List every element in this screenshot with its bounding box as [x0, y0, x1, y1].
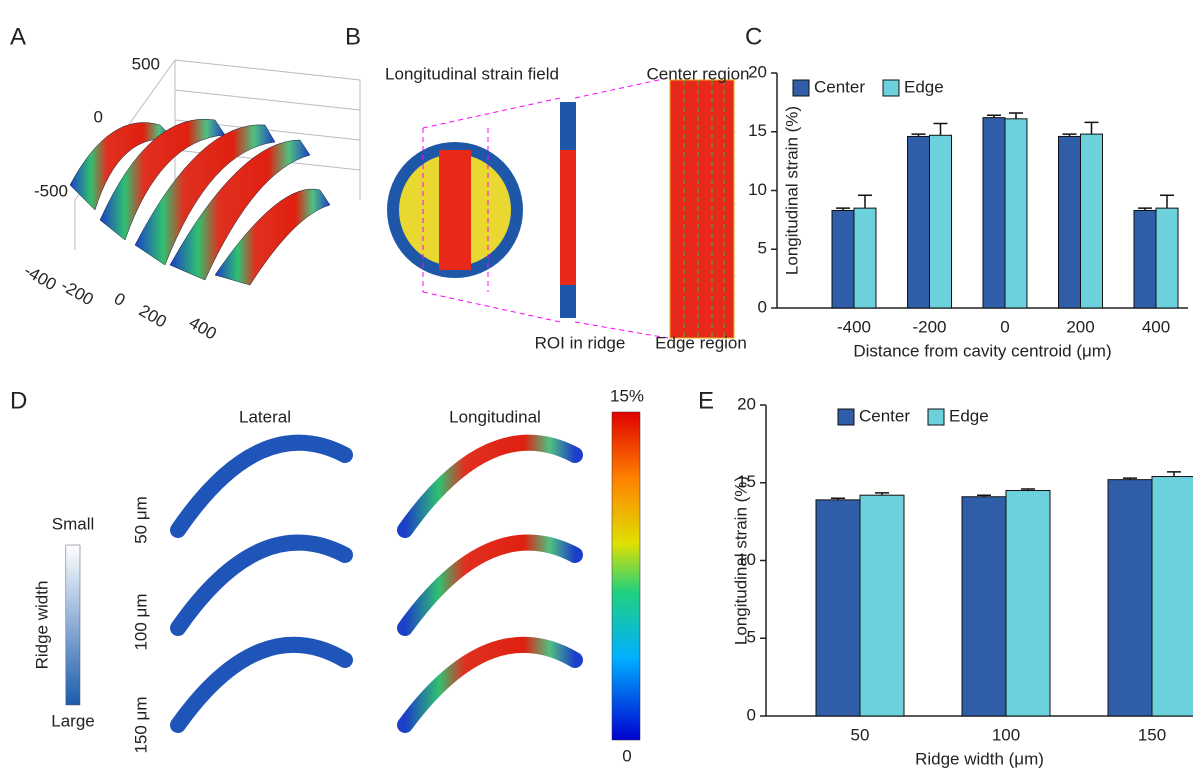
x-tick: -400 — [21, 261, 60, 294]
error-bar — [1138, 207, 1152, 211]
error-bar — [1167, 471, 1181, 477]
y-tick-label: 20 — [737, 394, 756, 413]
panel-label: E — [698, 387, 714, 414]
bar — [853, 207, 877, 309]
error-bar — [1084, 121, 1099, 135]
error-bar — [1009, 112, 1023, 119]
x-tick-label: -200 — [912, 317, 946, 336]
panel-b-art — [387, 77, 735, 339]
error-bar — [1160, 194, 1174, 209]
y-axis-label: Longitudinal strain (%) — [731, 476, 750, 645]
bar — [929, 134, 952, 309]
error-bar — [933, 122, 948, 136]
x-tick-label: 200 — [1066, 317, 1094, 336]
legend-label: Edge — [904, 77, 944, 96]
y-tick-label: 0 — [758, 297, 767, 316]
x-tick-label: 400 — [1142, 317, 1170, 336]
panel-d-art — [65, 411, 641, 741]
bar — [831, 209, 855, 309]
panel-label: D — [10, 387, 27, 414]
panel-label: B — [345, 23, 361, 50]
error-bar — [1062, 133, 1077, 137]
bar — [1004, 118, 1028, 309]
y-tick-label: 5 — [747, 628, 756, 647]
x-tick: 200 — [136, 301, 170, 332]
error-bar — [831, 497, 845, 500]
d-ridge-width: Ridge width — [32, 581, 51, 670]
z-tick: 0 — [94, 107, 103, 126]
b-roi: ROI in ridge — [535, 333, 626, 352]
d-row: 100 μm — [131, 593, 150, 650]
y-tick-label: 10 — [748, 180, 767, 199]
panel-label: C — [745, 23, 762, 50]
d-lateral: Lateral — [239, 407, 291, 426]
bar — [961, 496, 1007, 717]
legend-label: Edge — [949, 406, 989, 425]
d-scale-max: 15% — [610, 386, 644, 405]
legend-label: Center — [814, 77, 865, 96]
bar — [907, 135, 930, 309]
bar — [859, 494, 905, 717]
y-tick-label: 0 — [747, 705, 756, 724]
bar — [1155, 207, 1179, 309]
d-row: 150 μm — [131, 696, 150, 753]
bar — [1080, 133, 1103, 309]
legend-swatch — [927, 408, 945, 426]
x-tick: -200 — [58, 276, 97, 309]
x-tick: 0 — [111, 289, 129, 310]
bar — [815, 499, 861, 717]
error-bar — [836, 207, 850, 211]
legend-swatch — [837, 408, 855, 426]
error-bar — [875, 492, 889, 496]
b-center: Center region — [646, 64, 749, 83]
x-tick-label: 100 — [992, 725, 1020, 744]
d-scale-min: 0 — [622, 746, 631, 765]
bar — [1151, 476, 1193, 717]
y-axis-label: Longitudinal strain (%) — [782, 106, 801, 275]
z-tick: -500 — [34, 181, 68, 200]
x-axis-label: Ridge width (μm) — [915, 749, 1044, 768]
d-small: Small — [52, 514, 95, 533]
y-tick-label: 5 — [758, 239, 767, 258]
panel-a-arches — [69, 118, 331, 286]
y-tick-label: 15 — [748, 121, 767, 140]
d-large: Large — [51, 711, 94, 730]
error-bar — [987, 114, 1001, 118]
x-tick-label: 50 — [851, 725, 870, 744]
z-tick: 500 — [132, 54, 160, 73]
x-axis-label: Distance from cavity centroid (μm) — [853, 341, 1111, 360]
x-tick: 400 — [186, 313, 220, 344]
bar — [1107, 479, 1153, 717]
error-bar — [911, 133, 926, 137]
legend-swatch — [882, 79, 900, 97]
bar — [1133, 209, 1157, 309]
y-tick-label: 15 — [737, 472, 756, 491]
bar — [1005, 490, 1051, 717]
y-tick-label: 10 — [737, 550, 756, 569]
x-tick-label: -400 — [837, 317, 871, 336]
y-tick-label: 20 — [748, 62, 767, 81]
error-bar — [1021, 488, 1035, 491]
panel-label: A — [10, 23, 26, 50]
x-tick-label: 150 — [1138, 725, 1166, 744]
d-longitudinal: Longitudinal — [449, 407, 541, 426]
d-row: 50 μm — [131, 496, 150, 544]
x-tick-label: 0 — [1000, 317, 1009, 336]
b-edge: Edge region — [655, 333, 747, 352]
legend-swatch — [792, 79, 810, 97]
error-bar — [858, 194, 872, 209]
legend-label: Center — [859, 406, 910, 425]
error-bar — [977, 494, 991, 497]
bar — [1058, 135, 1081, 309]
error-bar — [1123, 477, 1137, 480]
b-title: Longitudinal strain field — [385, 64, 559, 83]
bar — [982, 117, 1006, 309]
